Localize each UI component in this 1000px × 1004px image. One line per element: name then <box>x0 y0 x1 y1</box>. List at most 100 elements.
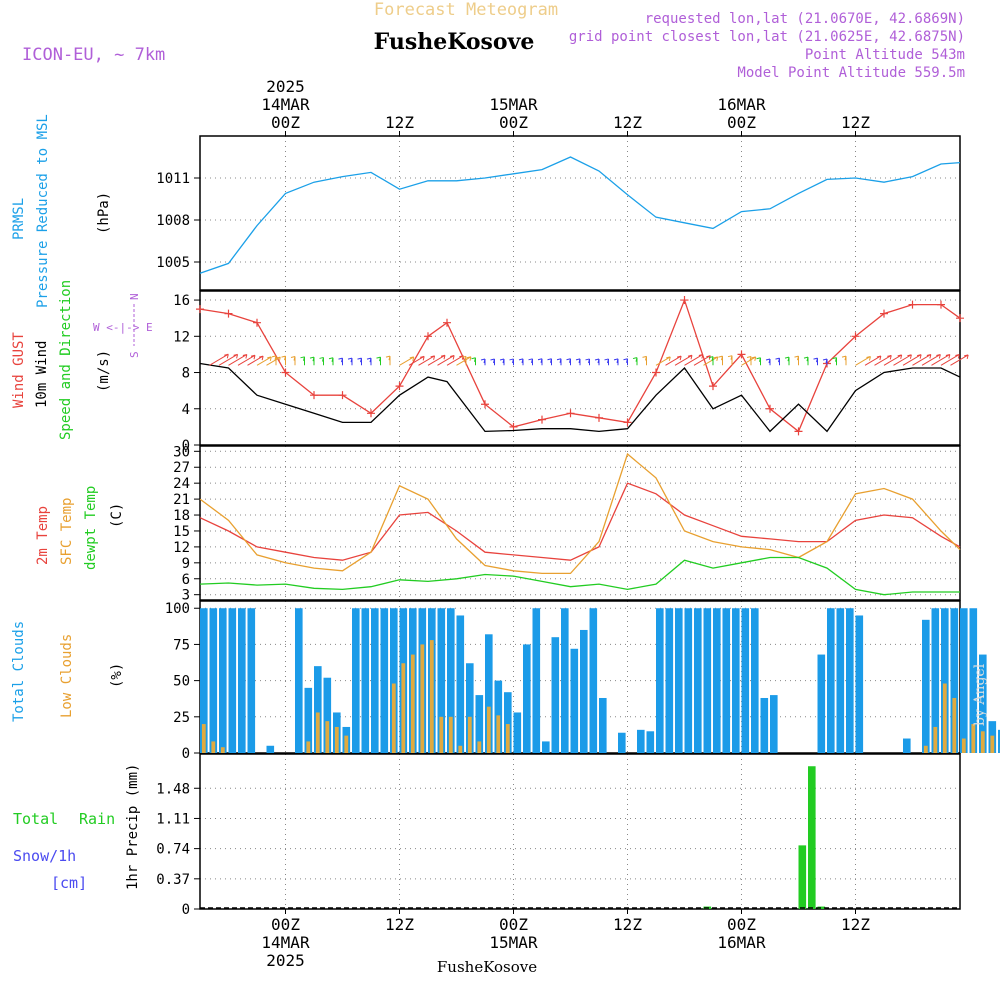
wind-arrow <box>785 357 789 365</box>
model-point-altitude: Model Point Altitude 559.5m <box>737 65 965 81</box>
wind-arrow <box>795 356 799 365</box>
total-cloud-bar <box>571 649 579 753</box>
gust-marker <box>443 319 451 327</box>
total-cloud-bar <box>694 608 702 753</box>
wind-arrow <box>358 358 362 365</box>
low-cloud-bar <box>430 640 434 753</box>
total-cloud-bar <box>248 608 256 753</box>
pressure-unit: (hPa) <box>96 192 112 234</box>
low-cloud-bar <box>211 741 215 753</box>
low-clouds-label: Low Clouds <box>59 634 75 718</box>
low-cloud-bar <box>401 663 405 753</box>
total-cloud-bar <box>732 608 740 753</box>
precip-bar <box>799 845 807 909</box>
wind-arrow <box>833 358 837 366</box>
series-line <box>200 483 960 560</box>
closest-lonlat: grid point closest lon,lat (21.0625E, 42… <box>569 29 965 45</box>
gust-marker <box>956 314 964 322</box>
total-cloud-bar <box>903 739 911 753</box>
total-cloud-bar <box>675 608 683 753</box>
total-cloud-bar <box>647 731 655 753</box>
low-cloud-bar <box>458 746 462 753</box>
wind-arrow <box>922 354 940 365</box>
total-cloud-bar <box>267 746 275 753</box>
wind-arrow <box>624 359 628 366</box>
y-tick-label: 0 <box>182 902 190 918</box>
wind-arrow <box>438 355 455 365</box>
compass-n: N <box>128 293 141 300</box>
wind-arrow <box>884 355 902 365</box>
temp-2m-label: 2m Temp <box>35 506 51 565</box>
wind-arrow <box>447 356 463 366</box>
total-cloud-bar <box>238 608 246 753</box>
top-tick-label: 12Z <box>385 113 414 132</box>
total-cloud-bar <box>533 608 541 753</box>
prmsl-label: PRMSL <box>11 198 27 240</box>
temp-sfc-label: SFC Temp <box>59 498 75 565</box>
total-cloud-bar <box>960 608 968 753</box>
y-tick-label: 16 <box>173 293 190 309</box>
precip-cm-label: [cm] <box>51 874 87 892</box>
wind-arrow <box>291 356 295 365</box>
gust-marker <box>681 296 689 304</box>
bottom-tick-label: 12Z <box>385 915 414 934</box>
total-cloud-bar <box>580 630 588 753</box>
gust-marker <box>567 409 575 417</box>
low-cloud-bar <box>325 721 329 753</box>
wind-arrow <box>643 356 647 365</box>
total-cloud-bar <box>523 644 531 753</box>
compass-we: W <-|-> E <box>93 321 153 334</box>
bottom-tick-label: 00Z <box>271 915 300 934</box>
y-tick-label: 12 <box>173 329 190 345</box>
low-cloud-bar <box>202 724 206 753</box>
total-cloud-bar <box>837 608 845 753</box>
total-cloud-bar <box>751 608 759 753</box>
total-cloud-bar <box>362 608 370 753</box>
low-cloud-bar <box>971 724 975 753</box>
temp-unit: (C) <box>109 503 125 528</box>
wind-arrow <box>481 359 485 365</box>
gust-marker <box>196 305 204 313</box>
series-line <box>200 300 960 431</box>
total-cloud-bar <box>552 637 560 753</box>
wind-unit: (m/s) <box>96 350 112 392</box>
wind-arrow <box>301 357 305 365</box>
total-cloud-bar <box>295 608 303 753</box>
y-tick-label: 12 <box>173 540 190 556</box>
bottom-date-label: 14MAR <box>261 933 310 952</box>
total-cloud-bar <box>818 655 826 753</box>
total-cloud-bar <box>457 615 465 753</box>
low-cloud-bar <box>933 727 937 753</box>
y-tick-label: 0 <box>182 746 190 762</box>
precip-panel: 00.370.741.111.48 <box>156 754 960 918</box>
wind-arrow <box>320 357 324 365</box>
bottom-tick-label: 12Z <box>613 915 642 934</box>
wind-arrow <box>567 359 571 366</box>
y-tick-label: 1.11 <box>156 811 190 827</box>
precip-bar <box>808 766 816 909</box>
y-tick-label: 1008 <box>156 213 190 229</box>
y-tick-label: 0.74 <box>156 842 190 858</box>
wind-arrow <box>428 355 445 365</box>
total-cloud-bar <box>742 608 750 753</box>
low-cloud-bar <box>506 724 510 753</box>
wind-arrow <box>248 356 264 365</box>
y-tick-label: 6 <box>182 572 190 588</box>
wind-arrow <box>386 356 390 365</box>
total-cloud-bar <box>713 608 721 753</box>
low-cloud-bar <box>344 736 348 753</box>
model-label: ICON-EU, ~ 7km <box>22 45 165 65</box>
total-cloud-bar <box>704 608 712 753</box>
wind-arrow <box>329 358 333 366</box>
total-cloud-bar <box>770 695 778 753</box>
total-cloud-bar <box>371 608 379 753</box>
low-cloud-bar <box>496 715 500 753</box>
wind-gust-label: Wind GUST <box>11 332 27 408</box>
wind-arrow <box>210 354 229 365</box>
top-tick-label: 00Z <box>271 113 300 132</box>
low-cloud-bar <box>981 731 985 753</box>
